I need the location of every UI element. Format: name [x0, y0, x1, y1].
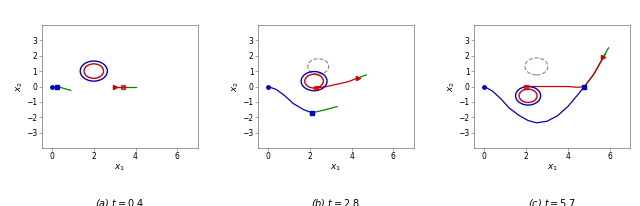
Title: (b) $t = 2.8$: (b) $t = 2.8$ — [312, 197, 360, 206]
Y-axis label: $x_2$: $x_2$ — [14, 81, 25, 92]
Title: (c) $t = 5.7$: (c) $t = 5.7$ — [528, 197, 576, 206]
Y-axis label: $x_2$: $x_2$ — [447, 81, 457, 92]
X-axis label: $x_1$: $x_1$ — [547, 163, 557, 173]
X-axis label: $x_1$: $x_1$ — [115, 163, 125, 173]
Y-axis label: $x_2$: $x_2$ — [230, 81, 241, 92]
X-axis label: $x_1$: $x_1$ — [330, 163, 342, 173]
Title: (a) $t = 0.4$: (a) $t = 0.4$ — [95, 197, 145, 206]
